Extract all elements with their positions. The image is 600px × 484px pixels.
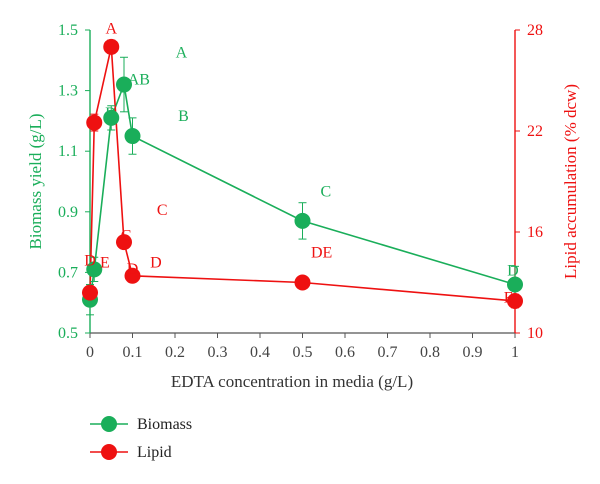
axes-group: 0 0.1 0.2 0.3 0.4 0.5 0.6 0.7 0.8 0.9 1 0.5 0.7 0.9 1.…: [26, 22, 580, 391]
y-left-tick-label: 1.1: [58, 143, 78, 160]
x-tick-label: 0.1: [123, 344, 143, 361]
significance-letter: D: [84, 253, 96, 270]
y-right-axis-title: Lipid accumulation (% dcw): [561, 84, 580, 279]
biomass-data-point: [86, 261, 103, 278]
error-bars-group: [86, 39, 519, 316]
significance-letter: D: [150, 254, 162, 271]
biomass-data-point: [507, 276, 523, 293]
legend-lipid-marker: [101, 444, 117, 460]
legend-lipid-label: Lipid: [137, 444, 172, 461]
significance-letter: B: [178, 108, 189, 125]
lipid-data-point: [294, 274, 311, 291]
lipid-data-point: [86, 114, 103, 131]
y-left-tick-label: 0.9: [58, 204, 78, 221]
significance-letter: A: [105, 20, 117, 37]
x-tick-label: 0.5: [293, 344, 313, 361]
biomass-data-point: [294, 212, 311, 229]
y-left-tick-label: 1.5: [58, 22, 78, 39]
legend-biomass-label: Biomass: [137, 416, 192, 433]
lipid-data-point: [103, 38, 120, 55]
x-tick-label: 0.9: [463, 344, 483, 361]
data-points-group: [82, 38, 523, 310]
x-tick-label: 0.6: [335, 344, 355, 361]
x-tick-label: 0: [86, 344, 94, 361]
y-right-tick-label: 16: [527, 224, 543, 241]
y-right-tick-label: 28: [527, 22, 543, 39]
x-tick-label: 0.3: [208, 344, 228, 361]
biomass-data-point: [103, 109, 120, 126]
significance-letter: B: [105, 105, 116, 122]
significance-letter: E: [100, 254, 110, 271]
lipid-data-point: [116, 234, 132, 251]
significance-letter: E: [504, 290, 514, 307]
significance-letter: D: [127, 261, 139, 278]
significance-letter: C: [121, 227, 132, 244]
significance-letter: C: [321, 184, 332, 201]
significance-letter: C: [157, 202, 168, 219]
significance-letter: D: [507, 262, 519, 279]
significance-letter: A: [176, 44, 188, 61]
y-left-tick-label: 1.3: [58, 83, 78, 100]
lipid-data-point: [82, 284, 98, 301]
x-axis-title: EDTA concentration in media (g/L): [171, 372, 413, 391]
x-tick-label: 0.2: [165, 344, 185, 361]
lipid-data-point: [507, 293, 523, 310]
y-right-tick-label: 10: [527, 325, 543, 342]
biomass-data-point: [116, 76, 132, 93]
y-right-tick-label: 22: [527, 123, 543, 140]
significance-letter: AB: [128, 72, 150, 89]
x-tick-label: 0.4: [250, 344, 270, 361]
biomass-data-point: [124, 128, 141, 145]
x-tick-label: 0.7: [378, 344, 398, 361]
legend-biomass-marker: [101, 416, 117, 432]
significance-letter: DE: [311, 244, 332, 261]
lipid-data-point: [124, 267, 141, 284]
legend: Biomass Lipid: [90, 416, 192, 461]
x-tick-label: 0.8: [420, 344, 440, 361]
y-left-tick-label: 0.7: [58, 264, 78, 281]
y-left-axis-title: Biomass yield (g/L): [26, 114, 45, 250]
y-left-tick-label: 0.5: [58, 325, 78, 342]
x-tick-label: 1: [511, 344, 519, 361]
